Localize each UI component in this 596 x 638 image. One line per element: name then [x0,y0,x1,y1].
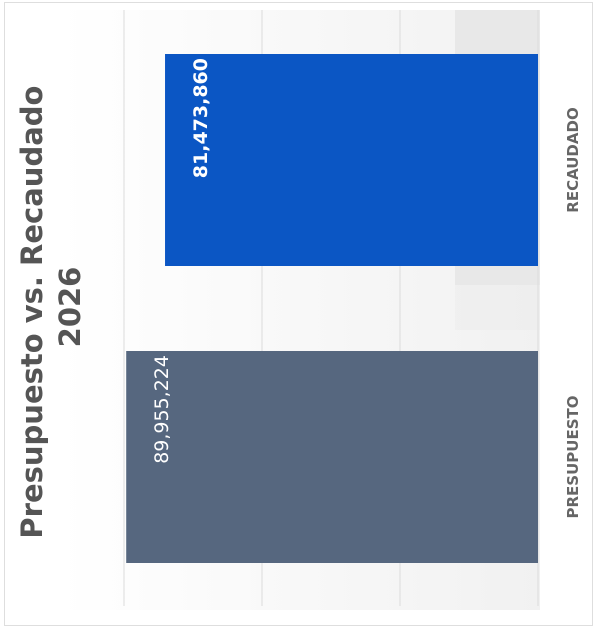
bar-recaudado [165,54,539,266]
bars [126,54,539,563]
chart-title: Presupuesto vs. Recaudado 2026 [15,75,87,538]
category-label-presupuesto: PRESUPUESTO [564,396,582,519]
chart-title-line2: 2026 [53,267,87,348]
chart-title-line1: Presupuesto vs. Recaudado [15,86,49,539]
bar-presupuesto [126,351,539,563]
value-labels: 89,955,224 81,473,860 [151,58,212,464]
value-label-presupuesto: 89,955,224 [151,355,173,464]
category-labels: PRESUPUESTO RECAUDADO [564,107,582,518]
category-label-recaudado: RECAUDADO [564,107,582,212]
value-label-recaudado: 81,473,860 [190,58,212,178]
